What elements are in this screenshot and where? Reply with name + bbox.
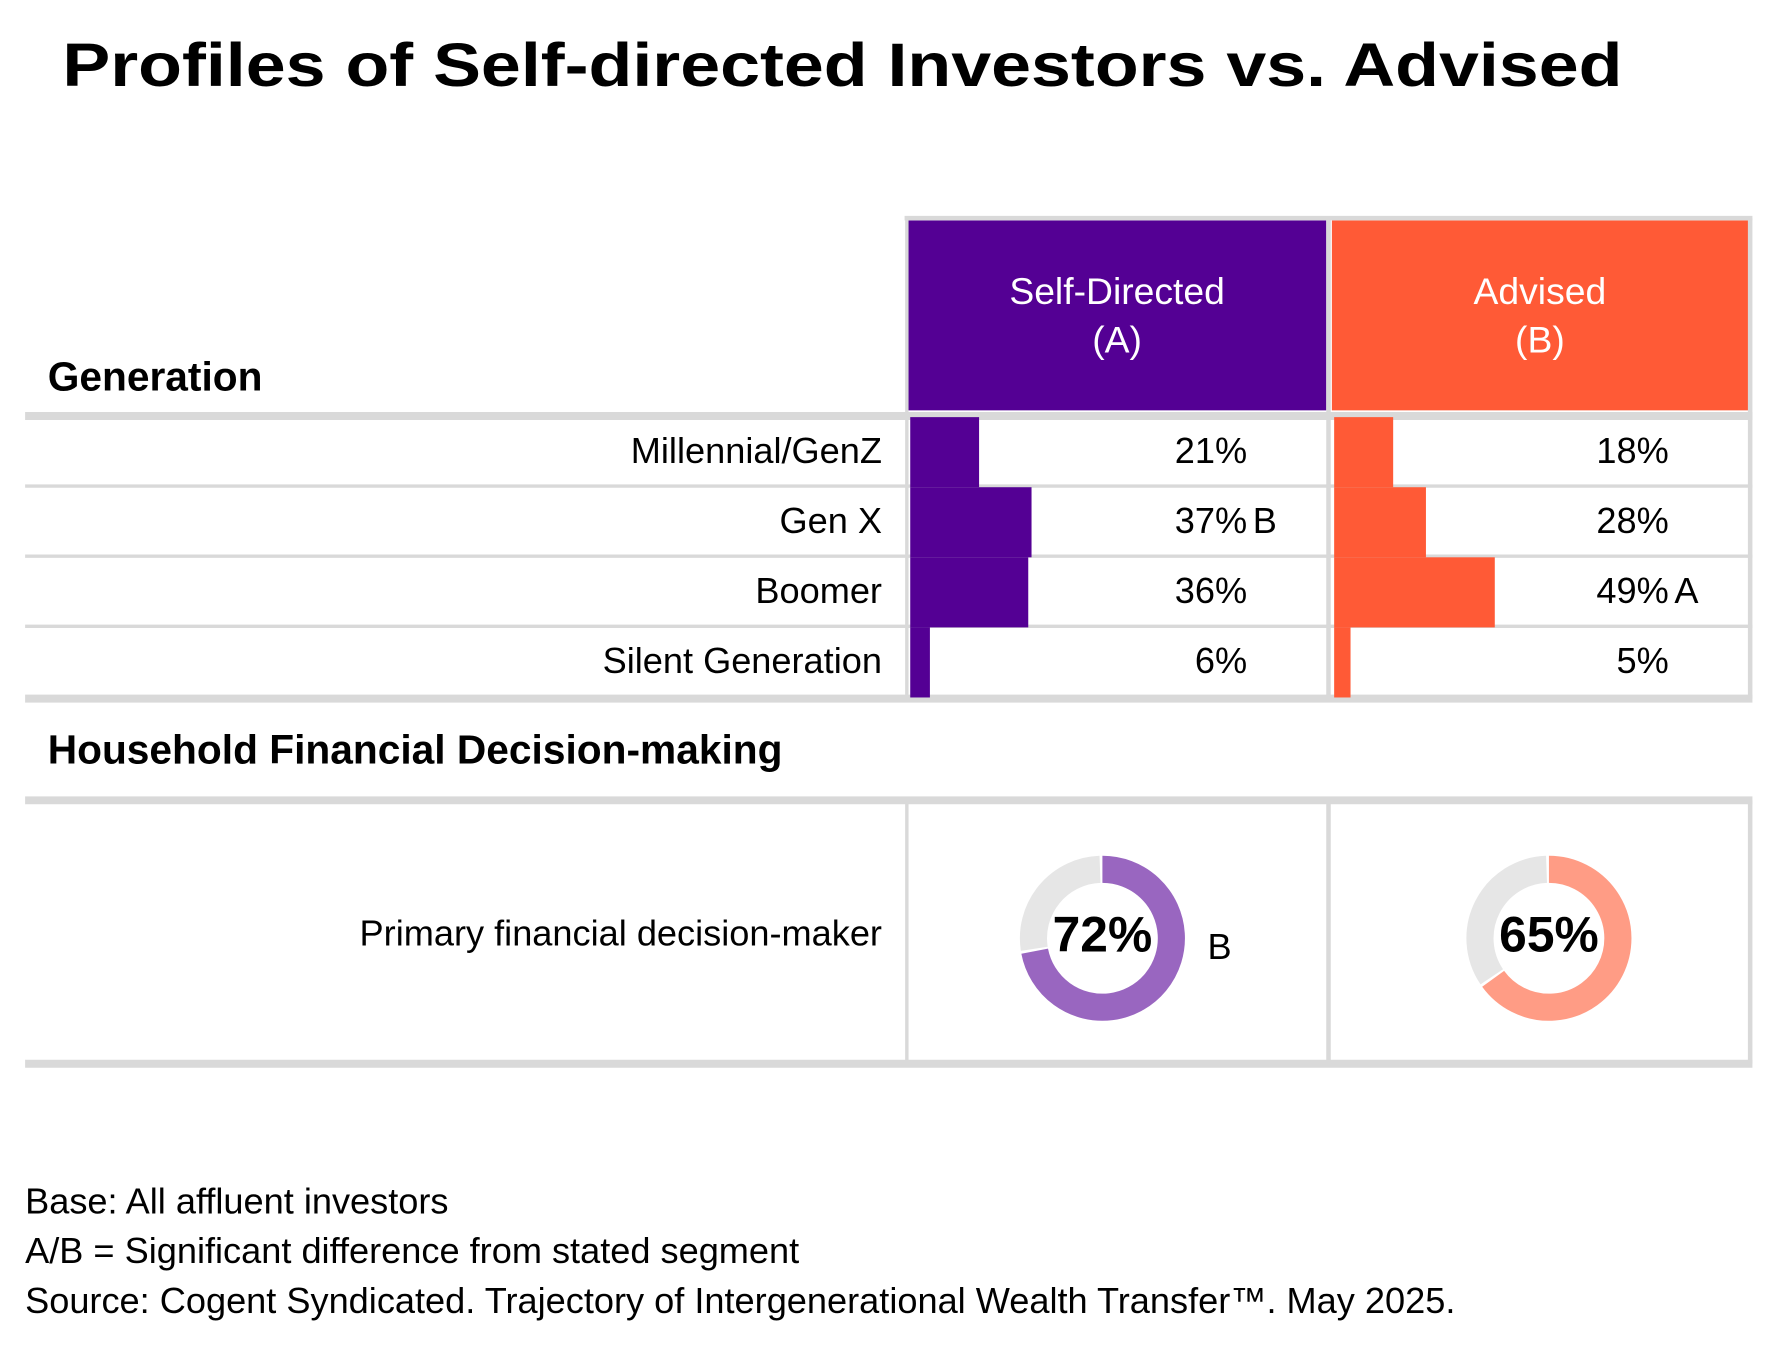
header-box (907, 220, 1327, 411)
value-label: 28% (1596, 500, 1668, 541)
footnote: Base: All affluent investors (25, 1180, 448, 1221)
significance: B (1208, 926, 1232, 967)
column-code: (B) (1515, 318, 1565, 360)
significance: A (1674, 570, 1699, 611)
table-lines (25, 215, 1753, 1068)
donut-arc (1021, 855, 1185, 1021)
value-label: 21% (1175, 430, 1247, 471)
donut-arc (1482, 855, 1632, 1021)
donut-remainder (1019, 855, 1102, 951)
bar (910, 417, 980, 488)
column-header: Advised (1474, 270, 1607, 312)
value-label: 37% (1175, 500, 1247, 541)
column-header: Self-Directed (1009, 270, 1225, 312)
bar (1334, 487, 1426, 558)
section-heading: Generation (48, 354, 263, 400)
bar (910, 627, 930, 698)
value-label: 5% (1616, 640, 1668, 681)
footnote: Source: Cogent Syndicated. Trajectory of… (25, 1280, 1455, 1321)
donut-label: 65% (1499, 906, 1599, 962)
header-box (1331, 220, 1750, 411)
column-code: (A) (1092, 318, 1142, 360)
bar (910, 557, 1029, 628)
row-label: Boomer (755, 570, 882, 611)
value-label: 49% (1596, 570, 1668, 611)
donut-label: 72% (1053, 906, 1153, 962)
donut-remainder (1466, 855, 1548, 985)
section-heading: Household Financial Decision-making (48, 727, 783, 773)
row-label: Millennial/GenZ (631, 430, 882, 471)
title: Profiles of Self-directed Investors vs. … (62, 31, 1622, 99)
value-label: 36% (1175, 570, 1247, 611)
footnote: A/B = Significant difference from stated… (25, 1230, 799, 1271)
bar (1334, 557, 1495, 628)
row-label: Primary financial decision-maker (360, 913, 882, 954)
value-label: 6% (1195, 640, 1247, 681)
row-label: Silent Generation (603, 640, 882, 681)
bar (910, 487, 1032, 558)
value-label: 18% (1596, 430, 1668, 471)
row-label: Gen X (779, 500, 882, 541)
bar (1334, 627, 1351, 698)
bar (1334, 417, 1394, 488)
significance: B (1253, 500, 1277, 541)
